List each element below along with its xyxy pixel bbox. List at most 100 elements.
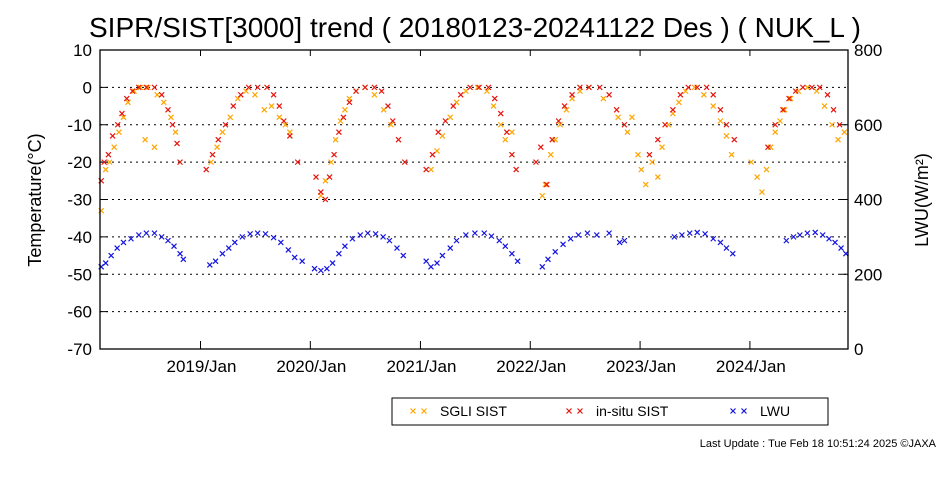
chart-title: SIPR/SIST[3000] trend ( 20180123-2024112…: [89, 12, 861, 43]
data-point: [677, 91, 684, 98]
data-point: [490, 103, 497, 109]
data-point: [542, 181, 549, 188]
data-point: [621, 237, 628, 244]
y-tick-label: 10: [73, 41, 92, 60]
y2-tick-label: 800: [854, 41, 882, 60]
data-point: [694, 229, 701, 236]
data-point: [804, 84, 811, 91]
data-point: [386, 237, 393, 244]
data-point: [262, 230, 269, 237]
data-point: [488, 233, 495, 240]
data-point: [759, 189, 765, 195]
data-point: [225, 245, 232, 252]
y-tick-label: -40: [67, 228, 92, 247]
data-point: [654, 136, 661, 143]
data-point: [629, 114, 635, 121]
y2-tick-label: 600: [854, 116, 882, 135]
data-point: [311, 265, 318, 272]
data-point: [168, 114, 174, 121]
data-point: [423, 258, 430, 265]
data-point: [276, 103, 283, 109]
data-point: [606, 91, 613, 98]
data-point: [503, 129, 510, 136]
last-update-text: Last Update : Tue Feb 18 10:51:24 2025 ©…: [699, 438, 936, 450]
data-point: [616, 239, 623, 246]
data-point: [731, 136, 738, 143]
data-point: [439, 252, 446, 259]
data-point: [214, 144, 220, 151]
legend-marker: [421, 408, 427, 414]
y-axis-left: 10 0 -10 -20 -30 -40 -50 -60 -70: [67, 41, 108, 359]
data-point: [816, 84, 823, 91]
data-point: [642, 181, 649, 188]
data-point: [174, 140, 180, 147]
data-point: [362, 84, 369, 91]
data-point: [346, 99, 353, 106]
data-point: [593, 232, 600, 238]
y-tick-label: -30: [67, 191, 92, 210]
data-point: [171, 243, 177, 250]
data-point: [158, 233, 165, 240]
legend-marker: [741, 408, 747, 414]
data-point: [102, 260, 109, 266]
data-point: [484, 88, 490, 95]
data-point: [131, 88, 137, 95]
data-point: [685, 84, 692, 91]
data-point: [108, 252, 115, 259]
data-point: [247, 230, 254, 237]
data-point: [763, 166, 770, 173]
data-point: [135, 84, 142, 91]
data-point: [261, 106, 268, 113]
data-point: [442, 118, 449, 124]
y-tick-label: 0: [83, 78, 92, 97]
data-point: [400, 252, 407, 259]
data-point: [781, 106, 788, 113]
data-point: [231, 239, 238, 246]
data-point: [669, 106, 676, 113]
data-point: [508, 151, 515, 158]
data-point: [621, 121, 628, 128]
data-point: [282, 121, 289, 128]
data-point: [832, 239, 838, 246]
data-point: [717, 239, 724, 246]
data-point: [783, 237, 790, 244]
data-point: [101, 159, 108, 166]
data-point: [212, 258, 219, 265]
data-point: [341, 243, 348, 250]
data-point: [819, 232, 826, 238]
data-point: [787, 95, 794, 102]
data-point: [836, 121, 843, 128]
legend-marker: [410, 408, 416, 414]
data-point: [151, 144, 158, 151]
x-tick-label: 2021/Jan: [386, 357, 456, 376]
data-point: [723, 121, 730, 128]
data-point: [371, 84, 378, 91]
data-point: [808, 84, 815, 91]
data-point: [462, 232, 469, 238]
data-point: [772, 129, 779, 136]
data-point: [508, 129, 515, 136]
data-point: [151, 84, 158, 91]
data-point: [239, 233, 246, 240]
y2-axis-label: LWU(W/m²): [912, 153, 932, 247]
data-point: [646, 151, 653, 158]
y2-tick-label: 0: [854, 340, 863, 359]
data-point: [729, 250, 736, 257]
data-point: [502, 136, 509, 143]
data-point: [326, 174, 333, 180]
legend-label: in-situ SIST: [596, 403, 669, 419]
data-point: [285, 247, 292, 253]
data-point: [169, 121, 176, 128]
data-point: [137, 84, 144, 91]
data-point: [158, 91, 165, 98]
y2-tick-label: 400: [854, 191, 882, 210]
data-point: [209, 151, 216, 158]
data-point: [694, 84, 701, 91]
data-point: [143, 84, 150, 91]
data-point: [106, 159, 113, 166]
data-point: [335, 129, 342, 136]
data-point: [675, 99, 682, 106]
data-point: [254, 230, 261, 237]
data-point: [328, 159, 335, 166]
